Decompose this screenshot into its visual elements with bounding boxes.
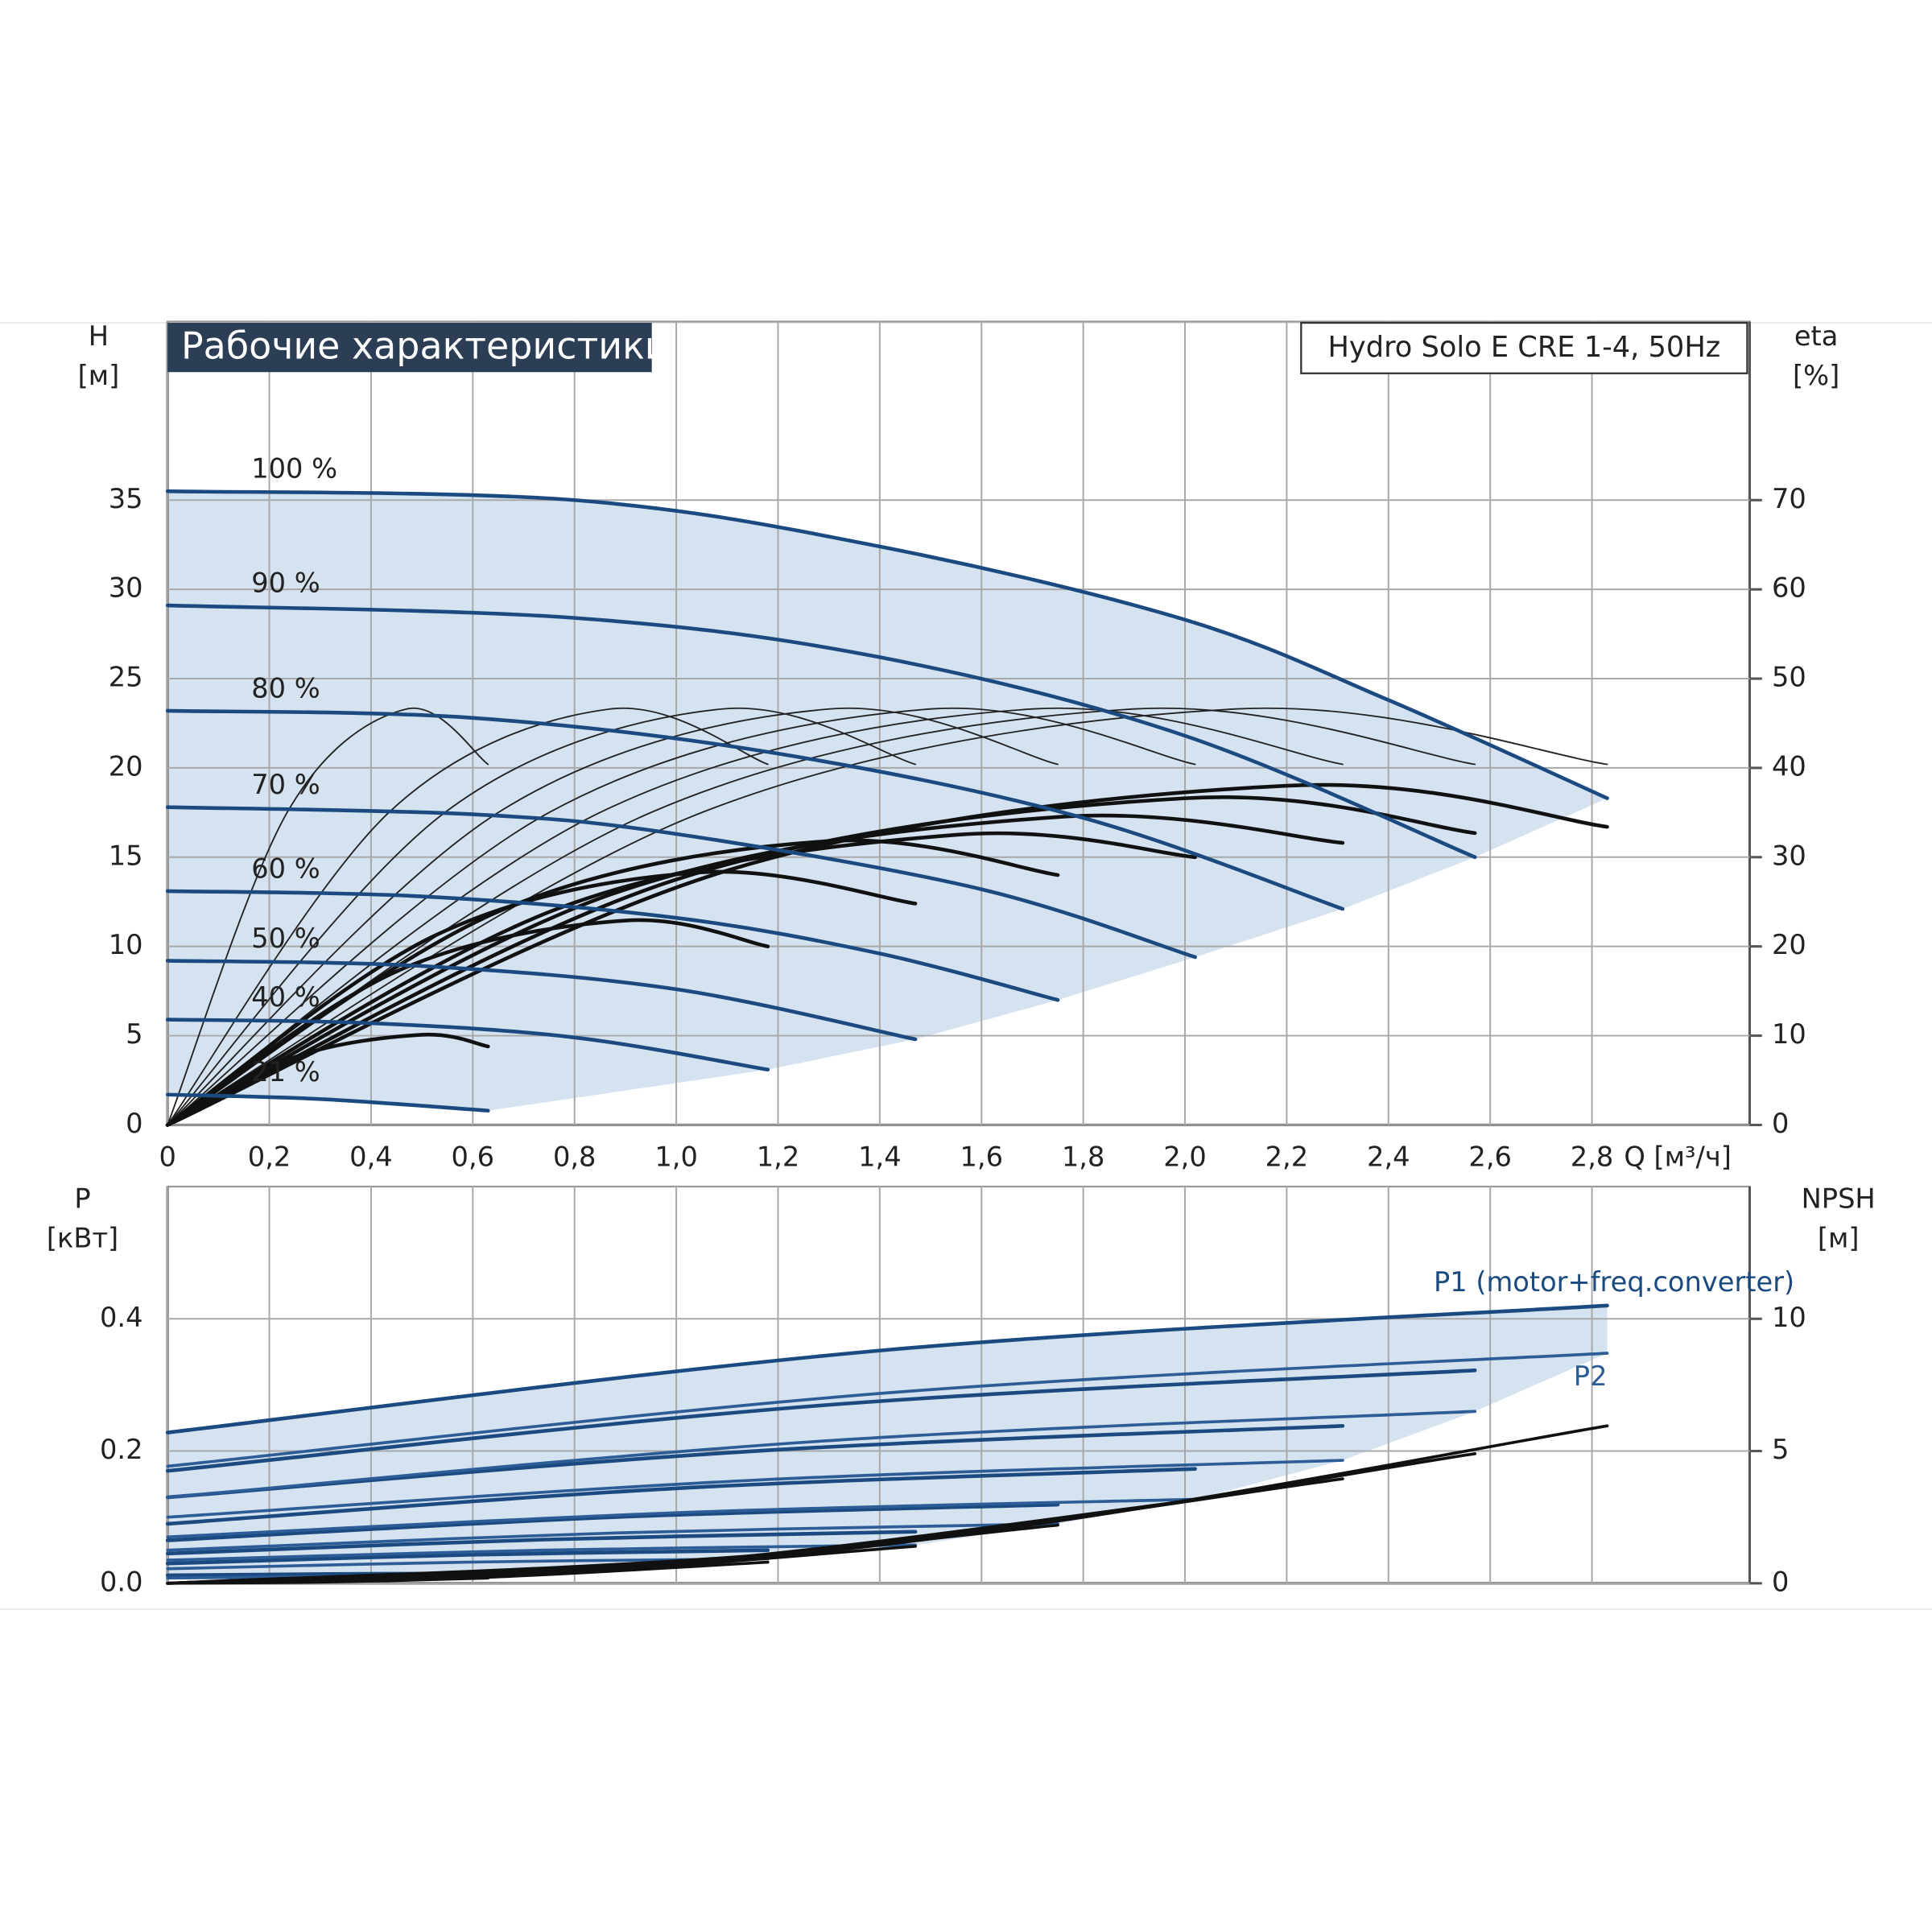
y-tick-label: 10 (109, 929, 143, 960)
operating-range (167, 491, 1608, 1111)
x-tick-label: 2,6 (1468, 1141, 1512, 1172)
x-tick-label: 0,4 (349, 1141, 393, 1172)
efficiency-line (165, 869, 918, 1127)
power-curve (165, 1502, 1060, 1542)
y2-tick-label: 0 (1772, 1108, 1789, 1139)
y-tick-label: 5 (126, 1018, 142, 1050)
speed-curve (165, 1092, 490, 1113)
y-tick-label: 20 (109, 750, 143, 782)
speed-curve (165, 489, 1609, 800)
x-tick-label: 1,2 (757, 1141, 800, 1172)
y-tick-label: 0.2 (100, 1434, 143, 1465)
speed-label: 60 % (251, 852, 320, 884)
text-layer: Рабочие характеристики Hydro Solo E CRE … (47, 320, 1876, 1597)
y2-tick-label: 0 (1772, 1566, 1789, 1597)
x-tick-label: 0,8 (553, 1141, 597, 1172)
y2-tick-label: 5 (1772, 1434, 1789, 1465)
power-curve (165, 1303, 1609, 1435)
y2-axis-unit: [м] (1818, 1222, 1860, 1253)
efficiency-thin-line (167, 707, 1196, 1126)
speed-curve (165, 889, 1060, 1002)
efficiency-thin-line (167, 707, 1059, 1126)
title-box (167, 323, 652, 373)
y2-tick-label: 50 (1772, 662, 1806, 693)
chart-title: Рабочие характеристики (181, 324, 669, 368)
y-tick-label: 35 (109, 483, 143, 514)
power-curve (166, 1352, 1609, 1468)
y-tick-label: 0.0 (100, 1566, 143, 1597)
x-tick-label: 2,8 (1571, 1141, 1614, 1172)
speed-curve (165, 959, 918, 1042)
efficiency-line (165, 918, 770, 1127)
speed-label: 90 % (251, 568, 320, 599)
y2-tick-label: 40 (1772, 750, 1806, 782)
efficiency-thin-line (167, 707, 1608, 1126)
speed-label: 70 % (251, 769, 320, 800)
x-tick-label: 1,6 (960, 1141, 1003, 1172)
x-tick-label: 1,8 (1062, 1141, 1105, 1172)
power-curve (166, 1410, 1477, 1499)
power-curve (166, 1459, 1344, 1519)
speed-label: 50 % (251, 923, 320, 954)
power-curve (166, 1543, 917, 1562)
y-axis-label: H (89, 320, 109, 352)
y2-axis-label: NPSH (1802, 1183, 1876, 1214)
x-tick-label: 2,2 (1265, 1141, 1309, 1172)
speed-label: 80 % (251, 672, 320, 704)
x-tick-label: 0,2 (248, 1141, 291, 1172)
y2-tick-label: 20 (1772, 929, 1806, 960)
subtitle-box (1300, 321, 1748, 374)
y-tick-label: 25 (109, 662, 143, 693)
y-axis-label: P (74, 1183, 90, 1214)
y-axis-unit: [кВт] (47, 1222, 118, 1253)
power-curve (165, 1368, 1477, 1473)
x-axis-label: Q [м³/ч] (1624, 1141, 1732, 1172)
npsh-curve (166, 1576, 490, 1585)
speed-label: 100 % (251, 453, 337, 485)
chart-subtitle: Hydro Solo E CRE 1-4, 50Hz (1327, 331, 1720, 364)
series-label: P2 (1574, 1360, 1608, 1392)
y-tick-label: 15 (109, 840, 143, 871)
speed-curve (165, 708, 1345, 911)
speed-curve (165, 1018, 770, 1071)
power-curve (166, 1497, 1197, 1539)
power-curve (166, 1522, 1059, 1552)
power-curve (165, 1467, 1197, 1526)
y2-axis-label: eta (1794, 320, 1839, 352)
speed-label: 40 % (251, 981, 320, 1013)
x-tick-label: 2,0 (1163, 1141, 1207, 1172)
y2-tick-label: 30 (1772, 840, 1806, 871)
y2-tick-label: 10 (1772, 1302, 1806, 1333)
efficiency-line (165, 838, 1060, 1127)
fill-layer (167, 491, 1608, 1579)
power-curve (165, 1548, 770, 1566)
speed-curve (165, 805, 1197, 960)
speed-curve (165, 603, 1477, 860)
speed-label: 21 % (251, 1056, 320, 1088)
x-tick-label: 1,4 (858, 1141, 902, 1172)
power-curve (165, 1530, 918, 1556)
y2-axis-unit: [%] (1793, 360, 1839, 391)
x-tick-label: 1,0 (654, 1141, 698, 1172)
y2-tick-label: 70 (1772, 483, 1806, 514)
y-tick-label: 0.4 (100, 1302, 143, 1333)
power-range (167, 1305, 1608, 1579)
x-tick-label: 0 (159, 1141, 175, 1172)
y-tick-label: 30 (109, 572, 143, 604)
efficiency-thin-line (167, 707, 917, 1126)
y-tick-label: 0 (126, 1108, 142, 1139)
x-tick-label: 2,4 (1367, 1141, 1410, 1172)
y2-tick-label: 60 (1772, 572, 1806, 604)
line-layer (165, 489, 1609, 1585)
y2-tick-label: 10 (1772, 1018, 1806, 1050)
x-tick-label: 0,6 (452, 1141, 495, 1172)
efficiency-line (165, 831, 1197, 1127)
series-label: P1 (motor+freq.converter) (1434, 1266, 1794, 1298)
y-axis-unit: [м] (78, 360, 120, 391)
efficiency-thin-line (167, 707, 769, 1126)
